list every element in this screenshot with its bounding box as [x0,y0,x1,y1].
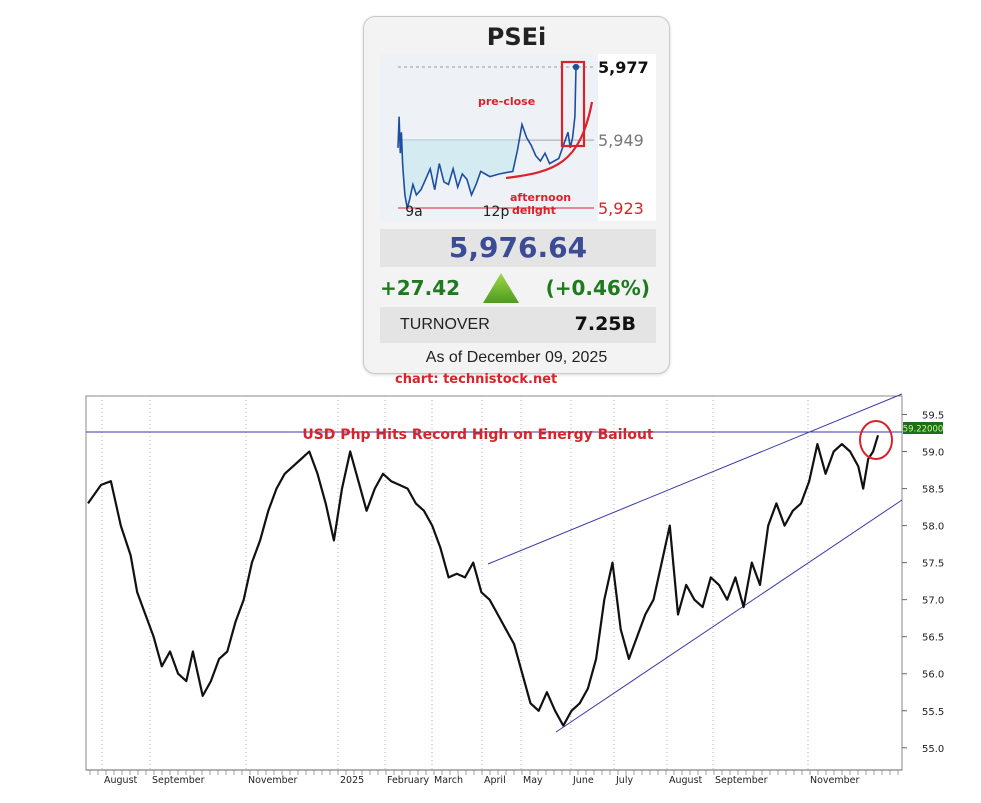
turnover-label: TURNOVER [400,316,490,333]
turnover-value: 7.25B [574,313,636,335]
change-absolute: +27.42 [380,276,461,300]
x-tick-label: April [484,775,506,786]
mini-x-tick-label: 9a [405,204,423,220]
change-percent: (+0.46%) [545,276,650,300]
y-tick-label: 55.5 [922,707,944,718]
x-tick-label: June [572,775,594,786]
x-tick-label: February [387,775,429,786]
x-tick-label: November [248,775,298,786]
mini-reference-label: 5,923 [598,199,644,218]
chart-credit: chart: technistock.net [395,372,558,387]
mini-area-fill [398,116,518,208]
y-tick-label: 55.0 [922,744,944,755]
mini-last-point [572,63,580,71]
mini-price-line [397,66,577,209]
y-tick-label: 58.5 [922,485,944,496]
y-tick-label: 59.0 [922,448,944,459]
card-title: PSEi [486,23,547,51]
last-value-label: 59.22000 [903,425,944,435]
price-display: 5,976.64 [380,229,656,267]
last-value-box [903,422,943,434]
y-tick-label: 58.0 [922,522,944,533]
lower-channel-line [555,499,903,733]
turnover-box: TURNOVER 7.25B [380,307,656,343]
x-tick-label: August [104,775,138,786]
usd-php-chart: USD Php Hits Record High on Energy Bailo… [85,393,944,786]
psei-card: PSEi 5,977 5,949 5,923 pre-close afternoon… [363,16,670,374]
afternoon-delight-curve [505,101,594,180]
y-tick-label: 57.5 [922,559,944,570]
x-tick-label: November [810,775,860,786]
x-tick-label: September [152,775,205,786]
y-tick-label: 59.5 [922,411,944,422]
mini-reference-label: 5,949 [598,131,644,150]
x-tick-label: August [669,775,703,786]
x-tick-label: 2025 [340,775,364,786]
mini-chart: 5,977 5,949 5,923 pre-close afternoon delig… [380,54,656,221]
y-tick-label: 57.0 [922,596,944,607]
x-tick-label: May [523,775,543,786]
change-row: +27.42 (+0.46%) [380,269,656,309]
y-tick-label: 56.5 [922,633,944,644]
main-plot-area [85,395,903,771]
pre-close-highlight-box [560,60,586,148]
mini-x-tick-label: 12p [483,204,510,220]
record-high-circle [859,420,893,460]
usd-php-price-line [87,434,880,727]
y-tick-label: 56.0 [922,670,944,681]
mini-reference-label: 5,977 [598,58,649,77]
x-tick-label: July [615,775,633,786]
pre-close-label: pre-close [478,95,535,108]
upper-channel-line [487,393,903,565]
x-tick-label: September [715,775,768,786]
x-tick-label: March [434,775,463,786]
afternoon-delight-label: afternoon delight [510,191,571,217]
up-triangle-icon [483,273,519,303]
main-chart-title: USD Php Hits Record High on Energy Bailo… [302,427,654,443]
as-of-date: As of December 09, 2025 [425,349,608,366]
